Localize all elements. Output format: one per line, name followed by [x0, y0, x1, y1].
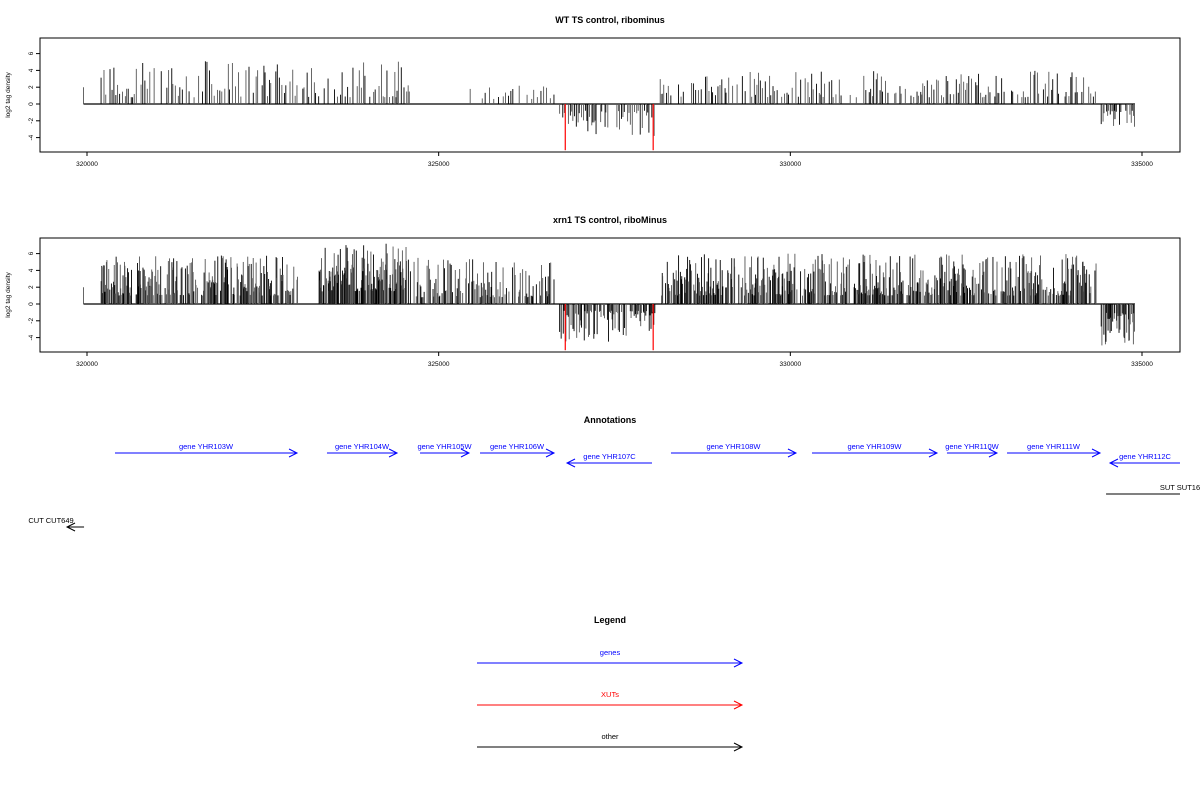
feature-label: gene YHR112C — [1119, 452, 1171, 461]
y-tick-label: 4 — [28, 268, 35, 272]
y-tick-label: 6 — [28, 51, 35, 55]
x-tick-label: 325000 — [428, 361, 450, 368]
feature-label: gene YHR107C — [583, 452, 636, 461]
y-tick-label: 2 — [28, 285, 35, 289]
feature-label: gene YHR111W — [1027, 442, 1081, 451]
feature-arrowhead-icon — [787, 448, 798, 458]
legend-item: other — [477, 732, 744, 752]
x-tick-label: 320000 — [76, 161, 98, 168]
feature-label: gene YHR105W — [417, 442, 472, 451]
xrn1-track-panel: xrn1 TS control, riboMinus log2 tag dens… — [5, 215, 1181, 368]
feature-label: gene YHR108W — [706, 442, 761, 451]
feature-label: gene YHR104W — [335, 442, 390, 451]
y-tick-label: 2 — [28, 85, 35, 89]
annotation-feature: gene YHR108W — [670, 442, 798, 458]
legend: Legend genes XUTs other — [477, 615, 744, 752]
y-tick-label: 0 — [28, 302, 35, 306]
xrn1-y-axis-label: log2 tag density — [5, 271, 12, 317]
y-tick-label: 6 — [28, 251, 35, 255]
annotation-feature: SUT SUT16 — [1106, 483, 1200, 495]
annotation-feature: gene YHR106W — [480, 442, 556, 458]
annotation-feature: gene YHR109W — [811, 442, 939, 458]
x-tick-label: 335000 — [1131, 361, 1153, 368]
feature-label: gene YHR109W — [847, 442, 902, 451]
x-tick-label: 330000 — [779, 361, 801, 368]
feature-arrowhead-icon — [1091, 448, 1102, 458]
y-tick-label: -2 — [28, 118, 35, 124]
annotation-feature: gene YHR103W — [114, 442, 299, 458]
feature-arrowhead-icon — [928, 448, 939, 458]
x-tick-label: 335000 — [1131, 161, 1153, 168]
y-tick-label: -4 — [28, 134, 35, 140]
wt-y-axis-label: log2 tag density — [5, 71, 12, 117]
feature-label: SUT SUT16 — [1160, 483, 1200, 492]
annotation-feature: gene YHR104W — [326, 442, 399, 458]
feature-label: gene YHR110W — [945, 442, 999, 451]
x-tick-label: 325000 — [428, 161, 450, 168]
feature-label: CUT CUT649 — [28, 516, 73, 525]
y-tick-label: -2 — [28, 318, 35, 324]
annotation-feature: gene YHR112C — [1108, 452, 1180, 468]
legend-label: XUTs — [601, 690, 619, 699]
legend-arrowhead-icon — [733, 700, 744, 710]
plot-frame — [39, 37, 1181, 153]
annotation-feature: CUT CUT649 — [28, 516, 85, 532]
feature-arrowhead-icon — [65, 522, 76, 532]
feature-arrowhead-icon — [565, 458, 576, 468]
feature-arrowhead-icon — [388, 448, 399, 458]
legend-arrowhead-icon — [733, 658, 744, 668]
legend-label: other — [601, 732, 619, 741]
y-tick-label: 0 — [28, 102, 35, 106]
legend-label: genes — [600, 648, 621, 657]
feature-arrowhead-icon — [545, 448, 556, 458]
y-tick-label: -4 — [28, 334, 35, 340]
feature-label: gene YHR103W — [179, 442, 234, 451]
xrn1-track-title: xrn1 TS control, riboMinus — [553, 215, 667, 225]
plot-frame — [39, 237, 1181, 353]
x-tick-label: 330000 — [779, 161, 801, 168]
annotation-feature: gene YHR111W — [1007, 442, 1102, 458]
feature-arrowhead-icon — [1108, 458, 1119, 468]
wt-track-panel: WT TS control, ribominus log2 tag densit… — [5, 15, 1181, 168]
feature-arrowhead-icon — [988, 448, 999, 458]
feature-arrowhead-icon — [460, 448, 471, 458]
annotation-feature: gene YHR107C — [565, 452, 652, 468]
annotation-feature: gene YHR110W — [945, 442, 1000, 458]
legend-item: genes — [477, 648, 744, 668]
annotation-feature: gene YHR105W — [417, 442, 472, 458]
annotations-panel: Annotations gene YHR103W gene YHR104W gene… — [28, 415, 1200, 532]
y-tick-label: 4 — [28, 68, 35, 72]
legend-title: Legend — [594, 615, 626, 625]
legend-item: XUTs — [477, 690, 744, 710]
annotations-title: Annotations — [584, 415, 637, 425]
feature-arrowhead-icon — [288, 448, 299, 458]
x-tick-label: 320000 — [76, 361, 98, 368]
wt-track-title: WT TS control, ribominus — [555, 15, 665, 25]
feature-label: gene YHR106W — [490, 442, 545, 451]
legend-arrowhead-icon — [733, 742, 744, 752]
